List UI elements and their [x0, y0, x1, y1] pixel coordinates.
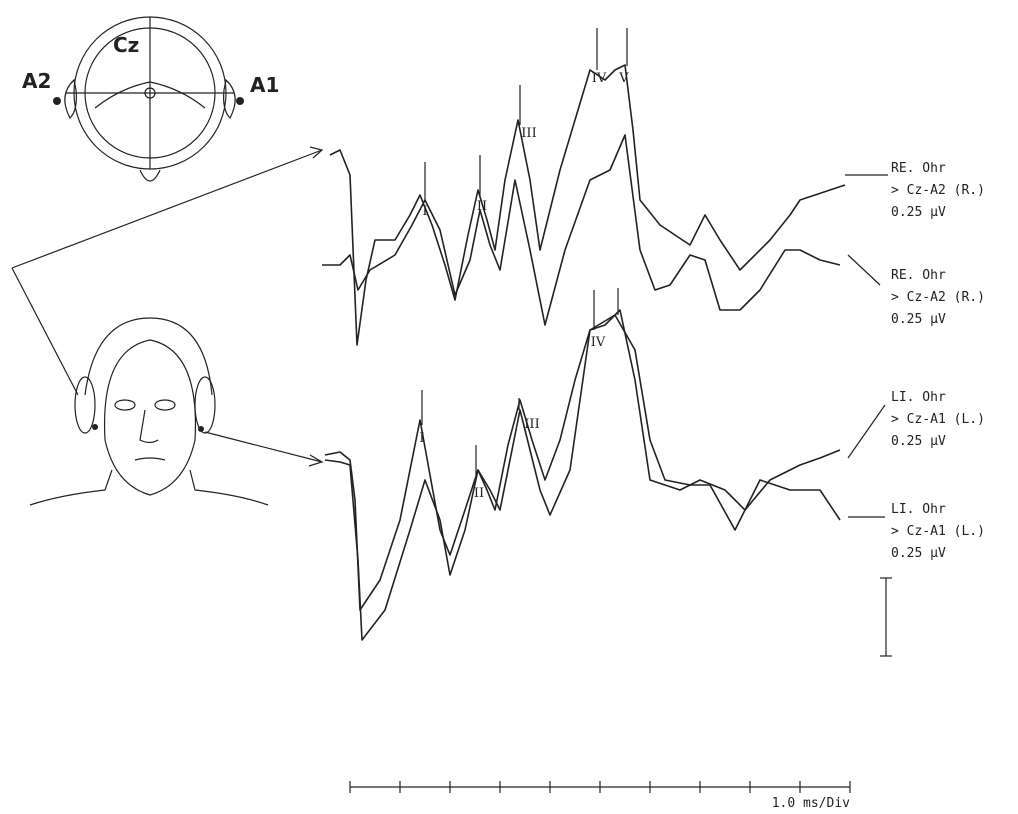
amplitude-scale-bar — [880, 577, 892, 657]
trace-label: LI. Ohr — [891, 390, 946, 405]
head-diagram: A2 Cz A1 — [22, 16, 279, 182]
electrode-label: Cz — [113, 33, 139, 57]
trace-label: > Cz-A2 (R.) — [891, 183, 985, 198]
face-drawing — [29, 317, 269, 506]
peak-label: III — [521, 126, 536, 141]
peak-markers — [421, 28, 628, 475]
trace-leaders — [845, 174, 888, 518]
electrode-label: A1 — [250, 73, 279, 97]
trace-label: > Cz-A1 (L.) — [891, 412, 985, 427]
trace-label: > Cz-A2 (R.) — [891, 290, 985, 305]
trace-label: 0.25 µV — [891, 546, 946, 561]
trace-label: > Cz-A1 (L.) — [891, 524, 985, 539]
time-scale-label: 1.0 ms/Div — [772, 796, 850, 811]
waveforms — [322, 64, 846, 641]
peak-label: III — [524, 417, 539, 432]
peak-label: I — [419, 431, 424, 446]
trace-label: 0.25 µV — [891, 434, 946, 449]
electrode-label: A2 — [22, 69, 51, 93]
peak-label: IV — [591, 335, 606, 350]
trace-label: 0.25 µV — [891, 312, 946, 327]
connector-arrows — [11, 146, 324, 467]
trace-label: 0.25 µV — [891, 205, 946, 220]
peak-label: IV — [592, 71, 607, 86]
peak-label: I — [422, 204, 427, 219]
trace-label: LI. Ohr — [891, 502, 946, 517]
peak-label: V — [618, 71, 629, 86]
peak-label: II — [477, 199, 487, 214]
trace-label: RE. Ohr — [891, 268, 946, 283]
time-axis — [349, 781, 851, 793]
peak-label: II — [474, 486, 484, 501]
trace-label: RE. Ohr — [891, 161, 946, 176]
